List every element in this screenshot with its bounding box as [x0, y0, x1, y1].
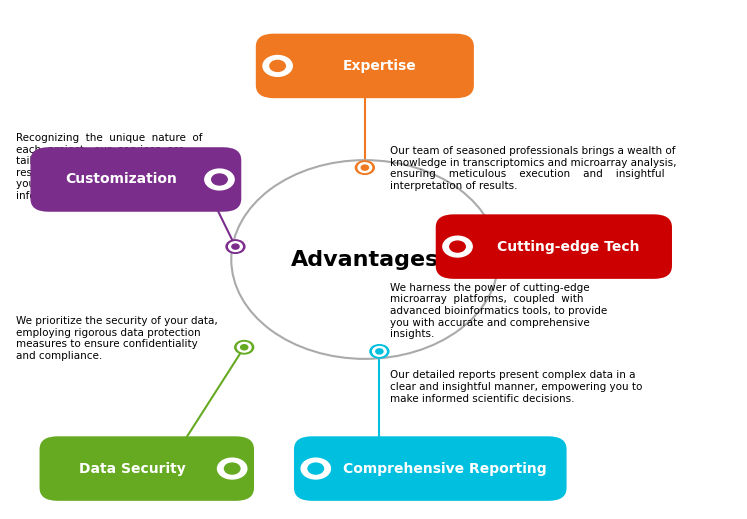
Circle shape — [437, 232, 478, 261]
Circle shape — [295, 454, 336, 483]
Circle shape — [212, 454, 252, 483]
Circle shape — [356, 161, 374, 174]
Circle shape — [280, 185, 291, 193]
FancyBboxPatch shape — [436, 214, 672, 279]
FancyBboxPatch shape — [31, 147, 241, 212]
Circle shape — [459, 312, 469, 319]
Circle shape — [388, 344, 398, 351]
Circle shape — [232, 256, 243, 263]
Text: Expertise: Expertise — [343, 59, 416, 73]
Ellipse shape — [232, 160, 498, 359]
Circle shape — [199, 165, 240, 194]
Circle shape — [415, 337, 425, 345]
Circle shape — [415, 174, 425, 182]
Circle shape — [211, 174, 227, 185]
Circle shape — [484, 236, 494, 243]
Circle shape — [439, 326, 449, 334]
Circle shape — [332, 344, 341, 351]
Circle shape — [491, 244, 498, 249]
Circle shape — [245, 217, 255, 224]
Text: Customization: Customization — [66, 172, 177, 186]
Circle shape — [301, 458, 330, 479]
Circle shape — [370, 345, 389, 358]
Circle shape — [487, 256, 498, 263]
Circle shape — [474, 217, 485, 224]
Text: Cutting-edge Tech: Cutting-edge Tech — [498, 240, 639, 254]
Text: Our team of seasoned professionals brings a wealth of
knowledge in transcriptomi: Our team of seasoned professionals bring… — [390, 146, 677, 190]
Circle shape — [235, 340, 254, 354]
Circle shape — [217, 458, 247, 479]
Circle shape — [232, 244, 239, 249]
Circle shape — [362, 165, 368, 170]
Circle shape — [308, 463, 323, 474]
Circle shape — [229, 242, 242, 251]
Text: We prioritize the security of your data,
employing rigorous data protection
meas: We prioritize the security of your data,… — [16, 316, 217, 361]
Circle shape — [257, 51, 298, 80]
Circle shape — [270, 60, 285, 72]
Circle shape — [450, 241, 465, 252]
Text: Comprehensive Reporting: Comprehensive Reporting — [343, 461, 547, 475]
Circle shape — [443, 236, 472, 257]
Circle shape — [388, 168, 398, 175]
Circle shape — [376, 349, 383, 354]
Text: We harness the power of cutting-edge
microarray  platforms,  coupled  with
advan: We harness the power of cutting-edge mic… — [390, 283, 607, 339]
Circle shape — [205, 169, 234, 190]
Circle shape — [305, 174, 314, 182]
Circle shape — [224, 463, 240, 474]
Circle shape — [459, 200, 469, 207]
Circle shape — [484, 276, 494, 283]
Circle shape — [332, 168, 341, 175]
Circle shape — [238, 343, 251, 352]
Circle shape — [485, 240, 503, 253]
Circle shape — [260, 312, 270, 319]
Circle shape — [373, 347, 386, 356]
FancyBboxPatch shape — [255, 34, 474, 98]
Circle shape — [439, 185, 449, 193]
Text: Data Security: Data Security — [79, 461, 185, 475]
Circle shape — [474, 295, 485, 302]
Circle shape — [236, 236, 246, 243]
Circle shape — [226, 240, 245, 253]
Text: Advantages: Advantages — [291, 250, 439, 269]
Circle shape — [360, 346, 370, 353]
Circle shape — [358, 163, 372, 172]
Circle shape — [245, 295, 255, 302]
Circle shape — [360, 166, 370, 173]
FancyBboxPatch shape — [294, 436, 566, 501]
Circle shape — [305, 337, 314, 345]
Circle shape — [260, 200, 270, 207]
Circle shape — [236, 276, 246, 283]
Text: Recognizing  the  unique  nature  of
each  project,  our  services  are
tailored: Recognizing the unique nature of each pr… — [16, 133, 204, 201]
Text: Our detailed reports present complex data in a
clear and insightful manner, empo: Our detailed reports present complex dat… — [390, 371, 642, 404]
Circle shape — [280, 326, 291, 334]
Circle shape — [488, 242, 501, 251]
FancyBboxPatch shape — [40, 436, 254, 501]
Circle shape — [263, 56, 292, 76]
Circle shape — [241, 345, 248, 350]
